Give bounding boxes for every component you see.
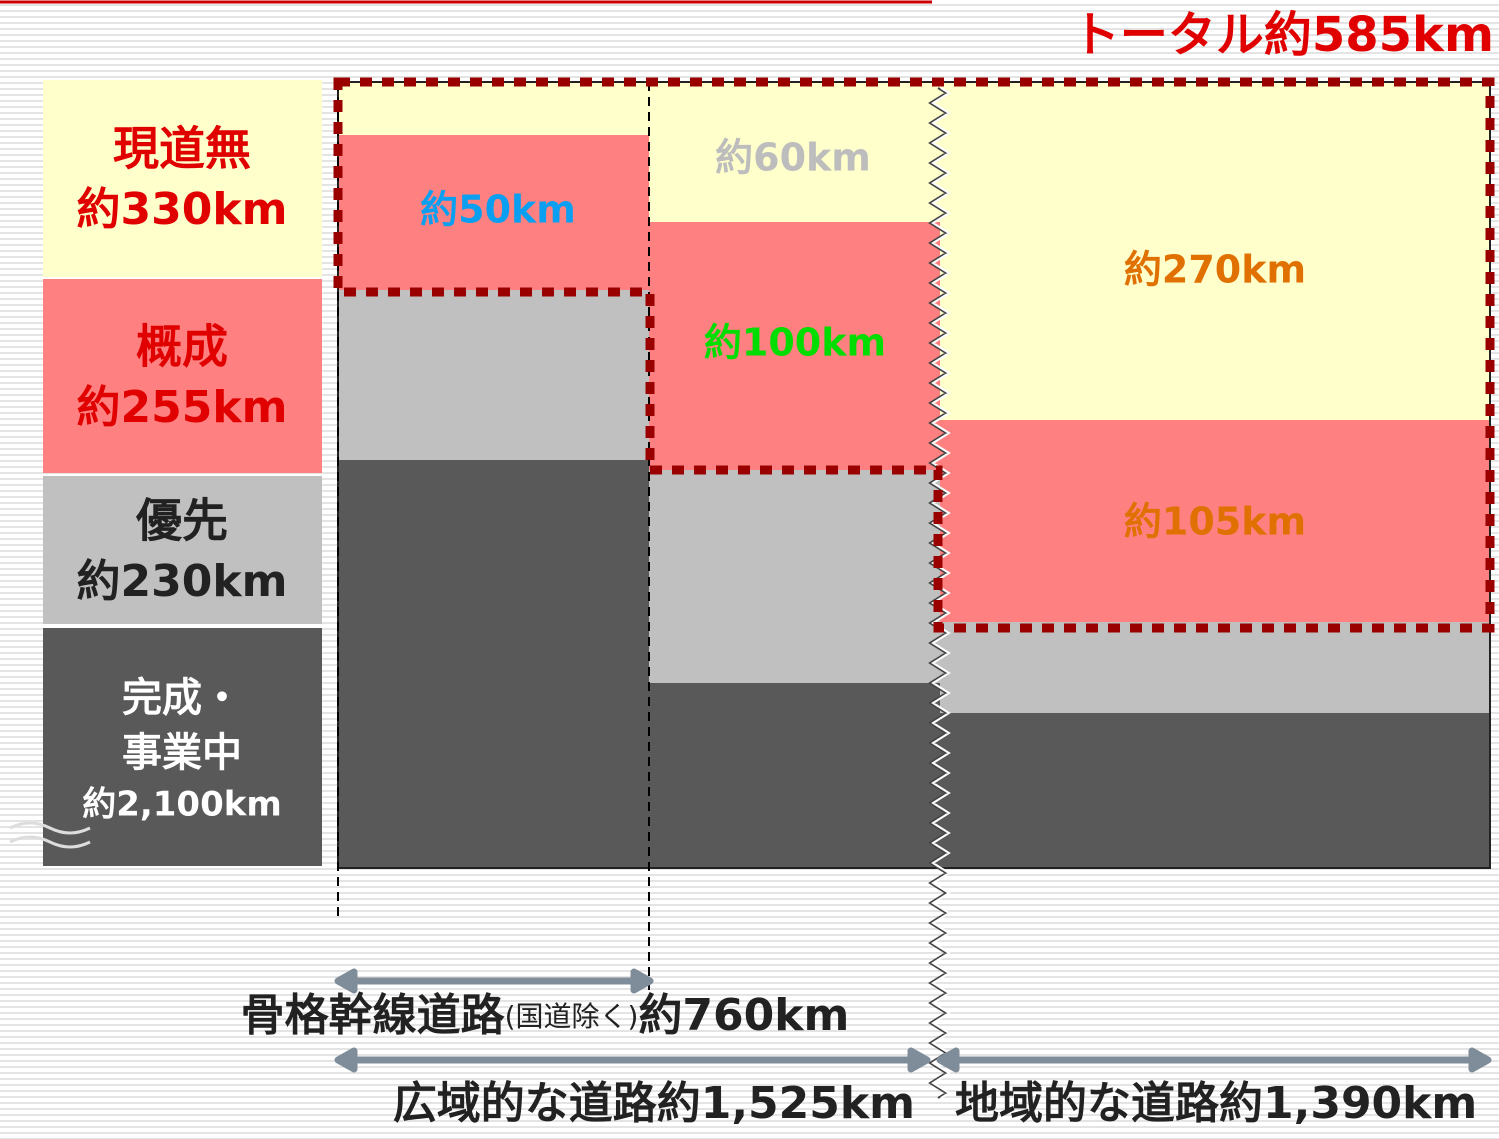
seg-priority (940, 622, 1490, 713)
legend-label: 完成・ (122, 675, 242, 721)
arrows (334, 968, 1492, 1073)
legend-priority (43, 476, 322, 624)
highlight-boundary (333, 77, 1495, 633)
legend-label: 概成 (136, 320, 228, 374)
legend-rough (43, 279, 322, 473)
seg-label: 約60km (715, 136, 871, 180)
span-part: 骨格幹線道路 (241, 990, 506, 1041)
arrowhead (936, 1047, 960, 1073)
seg-label: 約270km (1124, 248, 1306, 292)
span-label: 広域的な道路約1,525km (393, 1078, 915, 1129)
span-label: 地域的な道路約1,390km (955, 1078, 1477, 1129)
break-line (928, 87, 948, 1099)
legend-label: 約230km (77, 556, 288, 607)
seg-priority (338, 290, 649, 460)
seg-none (338, 82, 649, 135)
legend-done (43, 628, 322, 866)
arrowhead (630, 968, 654, 994)
seg-priority (649, 470, 940, 683)
span-part: (国道除く) (505, 1000, 639, 1033)
break-line (931, 87, 951, 1099)
legend-label: 約330km (77, 184, 288, 235)
wave (9, 821, 91, 849)
total-label: トータル約585km (1072, 7, 1494, 63)
arrowhead (1468, 1047, 1492, 1073)
arrowhead (907, 1047, 931, 1073)
legend-label: 約2,100km (82, 785, 282, 825)
seg-done (649, 683, 940, 868)
legend-label: 事業中 (122, 730, 242, 776)
seg-rough (940, 420, 1490, 622)
seg-none (649, 82, 940, 222)
span-part: 約760km (638, 990, 849, 1041)
seg-label: 約105km (1124, 500, 1306, 544)
seg-done (338, 460, 649, 868)
seg-label: 約50km (420, 188, 576, 232)
arrowhead (334, 1047, 358, 1073)
seg-label: 約100km (704, 321, 886, 365)
legend-label: 優先 (135, 494, 228, 548)
legend-none (43, 80, 322, 277)
seg-none (940, 82, 1490, 420)
legend-label: 約255km (77, 382, 288, 433)
legend-label: 現道無 (113, 122, 251, 176)
seg-done (940, 713, 1490, 868)
arrowhead (334, 968, 358, 994)
span-label: 骨格幹線道路(国道除く)約760km (241, 990, 850, 1041)
seg-rough (649, 222, 940, 470)
seg-rough (338, 135, 649, 290)
